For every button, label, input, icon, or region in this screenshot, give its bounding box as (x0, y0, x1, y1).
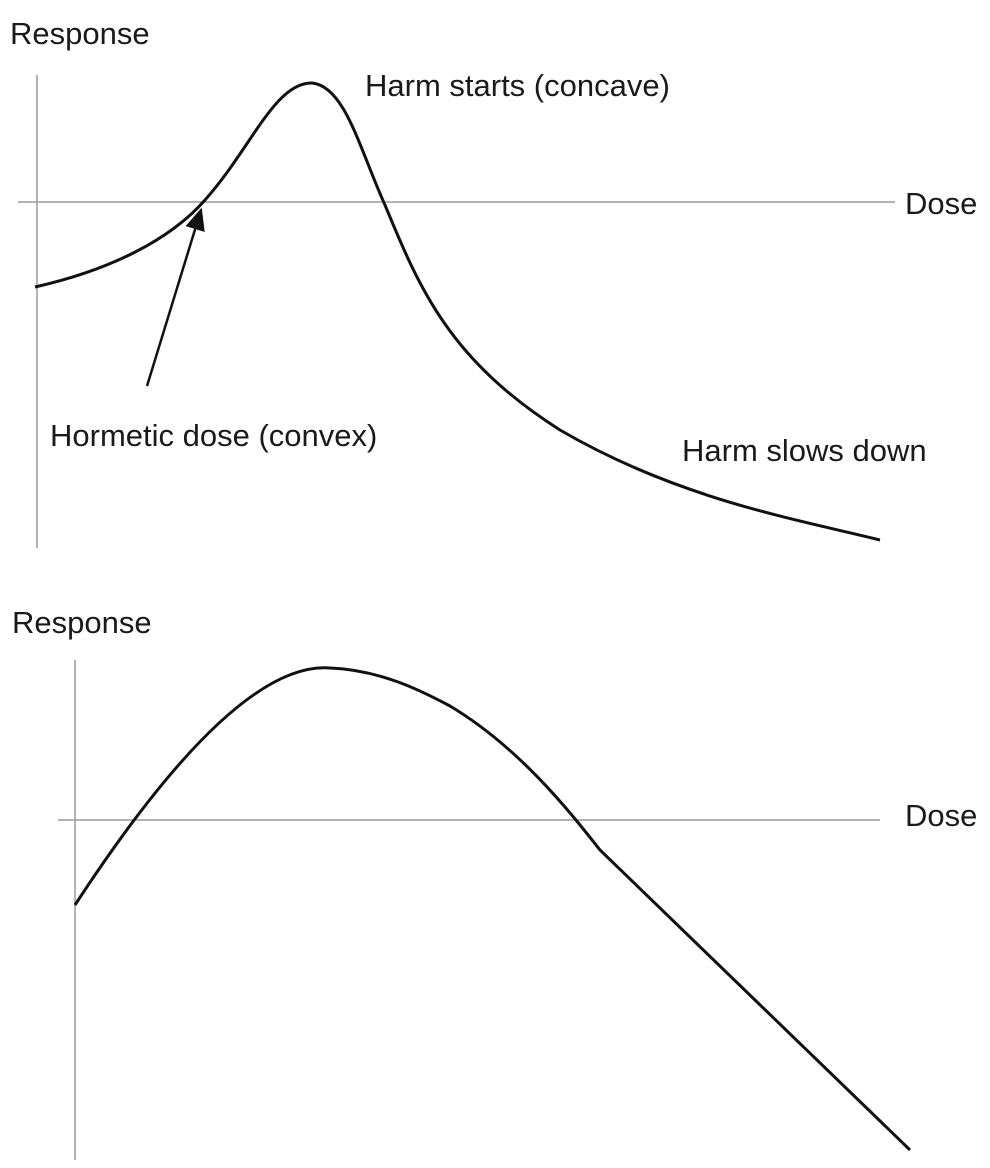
x-axis-label: Dose (905, 798, 977, 833)
annotation: Harm slows down (682, 433, 927, 468)
annotation: Hormetic dose (convex) (50, 418, 377, 453)
response-curve (73, 666, 912, 1152)
y-axis-label: Response (10, 16, 150, 51)
top-diagram: Response Dose Harm starts (concave) Horm… (10, 16, 977, 548)
arrow (145, 207, 205, 387)
annotation: Harm starts (concave) (365, 68, 670, 103)
response-curve (34, 81, 881, 542)
x-axis-label: Dose (905, 186, 977, 221)
bottom-diagram: Response Dose (12, 605, 977, 1160)
y-axis-label: Response (12, 605, 152, 640)
